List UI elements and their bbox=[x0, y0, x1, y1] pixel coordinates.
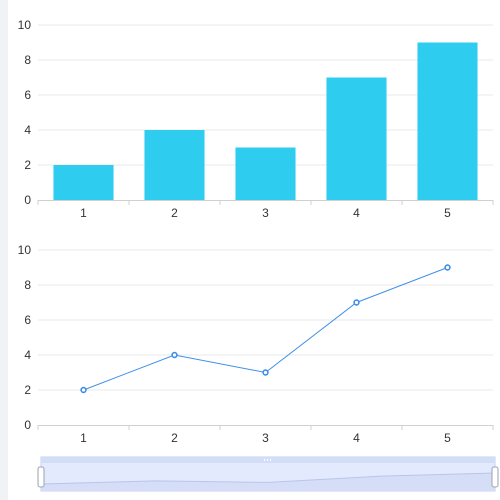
chart2-x-tick-label: 3 bbox=[262, 431, 269, 445]
zoom-handle-left[interactable] bbox=[37, 466, 45, 488]
chart1-bar bbox=[144, 130, 205, 200]
chart2-y-tick-label: 6 bbox=[24, 313, 31, 327]
chart1-y-tick-label: 4 bbox=[24, 123, 31, 137]
chart1-y-tick-label: 10 bbox=[18, 18, 32, 32]
chart1-bar bbox=[53, 165, 114, 200]
chart2-point bbox=[80, 386, 87, 394]
chart1-y-tick-label: 2 bbox=[24, 158, 31, 172]
zoom-grip-icon bbox=[267, 459, 268, 461]
chart2-point bbox=[444, 264, 451, 271]
chart1-x-tick-label: 5 bbox=[444, 206, 451, 220]
chart2-y-tick-label: 2 bbox=[24, 383, 31, 397]
chart1-bar bbox=[235, 147, 296, 200]
chart1-x-tick-label: 4 bbox=[353, 206, 360, 220]
zoom-handle-right[interactable] bbox=[491, 466, 499, 488]
zoom-grip-icon bbox=[264, 459, 265, 461]
chart2-x-tick-label: 5 bbox=[444, 431, 451, 445]
chart2-point bbox=[171, 351, 178, 359]
chart2-x-tick-label: 1 bbox=[80, 431, 87, 445]
zoom-preview-area bbox=[41, 473, 495, 490]
chart1-x-tick-label: 1 bbox=[80, 206, 87, 220]
chart1-y-tick-label: 6 bbox=[24, 88, 31, 102]
chart2-y-tick-label: 0 bbox=[24, 418, 31, 432]
chart2-point bbox=[353, 299, 360, 306]
chart1-y-tick-label: 8 bbox=[24, 53, 31, 67]
chart2-x-tick-label: 2 bbox=[171, 431, 178, 445]
chart1-y-tick-label: 0 bbox=[24, 193, 31, 207]
chart1-bar bbox=[417, 42, 478, 200]
chart2-y-tick-label: 4 bbox=[24, 348, 31, 362]
chart1-x-tick-label: 2 bbox=[171, 206, 178, 220]
chart2-point bbox=[262, 369, 269, 376]
zoom-grip-icon bbox=[270, 459, 271, 461]
chart1-x-tick-label: 3 bbox=[262, 206, 269, 220]
left-edge-strip bbox=[0, 0, 8, 500]
chart2-y-tick-label: 10 bbox=[18, 243, 32, 257]
zoom-preview-line bbox=[40, 472, 496, 485]
chart2-x-tick-label: 4 bbox=[353, 431, 360, 445]
chart2-y-tick-label: 8 bbox=[24, 278, 31, 292]
chart1-bar bbox=[326, 77, 387, 200]
